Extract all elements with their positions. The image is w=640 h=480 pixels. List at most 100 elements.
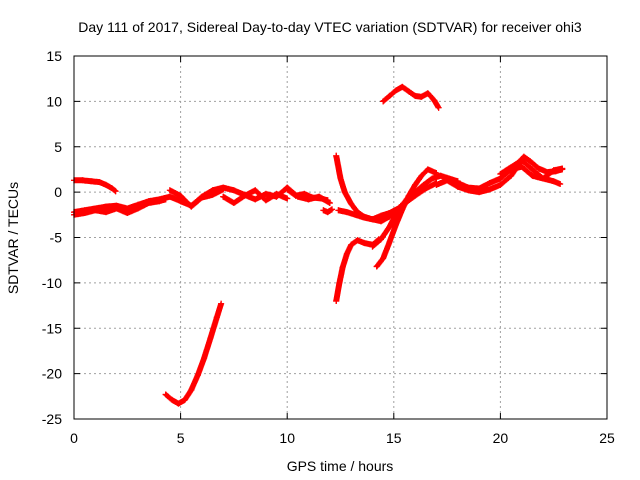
series-arc-4: [166, 186, 227, 210]
data-point: [124, 205, 131, 212]
y-tick-label: -5: [50, 230, 63, 246]
y-tick-label: -15: [42, 320, 62, 336]
data-point: [514, 160, 521, 167]
data-point: [424, 90, 431, 97]
data-point: [424, 166, 431, 173]
data-point: [420, 181, 427, 188]
data-point: [230, 187, 237, 194]
data-point: [169, 396, 176, 403]
data-point: [252, 187, 259, 194]
data-point: [284, 186, 291, 193]
data-point: [220, 186, 227, 193]
data-point: [337, 175, 344, 182]
data-point: [550, 178, 557, 185]
data-point: [476, 185, 483, 192]
data-point: [230, 200, 237, 206]
series-arc-5: [220, 187, 291, 206]
data-point: [88, 178, 95, 185]
data-point: [361, 214, 367, 221]
y-tick-label: -20: [42, 366, 62, 382]
data-point: [220, 193, 227, 200]
data-point: [373, 263, 380, 270]
data-point: [529, 172, 536, 179]
data-point: [188, 203, 195, 210]
data-point: [333, 298, 340, 304]
data-point: [378, 236, 384, 243]
data-point: [497, 181, 504, 188]
data-point: [175, 400, 182, 407]
data-point: [109, 185, 116, 192]
data-point: [412, 189, 419, 196]
x-tick-label: 0: [70, 430, 78, 446]
y-axis-label: SDTVAR / TECUs: [5, 182, 21, 294]
data-point: [412, 92, 419, 99]
data-point: [181, 396, 188, 403]
x-tick-label: 15: [386, 430, 402, 446]
data-point: [339, 264, 346, 271]
data-point: [262, 197, 269, 204]
data-point: [241, 192, 248, 199]
data-point: [343, 250, 350, 257]
data-point: [335, 207, 342, 214]
data-point: [188, 387, 195, 393]
plot-frame: [73, 55, 608, 420]
data-point: [324, 197, 331, 204]
data-point: [535, 165, 542, 172]
data-point: [369, 216, 376, 223]
data-point: [301, 190, 308, 197]
series-arc-14: [380, 83, 442, 111]
data-point: [403, 196, 410, 203]
data-point: [405, 88, 412, 95]
data-point: [145, 198, 152, 205]
data-point: [444, 177, 451, 184]
data-point: [96, 179, 103, 186]
data-point: [92, 205, 99, 212]
y-tick-label: 15: [46, 48, 62, 64]
data-point: [207, 335, 214, 342]
y-axis-ticks: 15 10 5 0 -5 -10 -15 -20 -25: [42, 48, 607, 427]
plot-area: [71, 83, 566, 407]
data-point: [324, 209, 331, 216]
data-point: [156, 196, 163, 203]
data-point: [429, 175, 436, 182]
y-tick-label: 10: [46, 93, 62, 109]
data-point: [273, 190, 280, 197]
data-point: [395, 207, 402, 214]
data-point: [454, 180, 461, 186]
data-point: [166, 193, 173, 200]
data-point: [557, 181, 564, 187]
data-point: [529, 166, 536, 173]
series-markers: [162, 300, 225, 407]
data-point: [354, 237, 361, 244]
data-point: [218, 300, 225, 307]
data-point: [81, 207, 88, 214]
data-point: [508, 172, 515, 179]
data-point: [433, 181, 440, 188]
data-point: [318, 195, 325, 202]
data-point: [329, 206, 335, 213]
data-point: [386, 239, 393, 245]
chart-title: Day 111 of 2017, Sidereal Day-to-day VTE…: [78, 19, 582, 35]
data-point: [343, 209, 350, 216]
data-point: [392, 221, 399, 228]
data-point: [103, 181, 109, 188]
data-point: [162, 391, 169, 398]
data-point: [352, 211, 359, 218]
data-point: [386, 213, 393, 220]
data-point: [309, 194, 316, 201]
data-point: [431, 97, 438, 104]
data-point: [418, 172, 425, 179]
series-arc-6: [284, 186, 331, 204]
y-tick-label: 5: [54, 139, 62, 155]
data-point: [166, 187, 173, 194]
data-point: [418, 93, 425, 100]
data-point: [252, 196, 259, 203]
data-point: [518, 163, 525, 170]
data-point: [486, 186, 493, 193]
data-point: [380, 255, 387, 262]
data-point: [198, 194, 205, 201]
data-point: [103, 209, 109, 216]
data-point: [552, 168, 559, 175]
x-tick-label: 5: [177, 430, 185, 446]
